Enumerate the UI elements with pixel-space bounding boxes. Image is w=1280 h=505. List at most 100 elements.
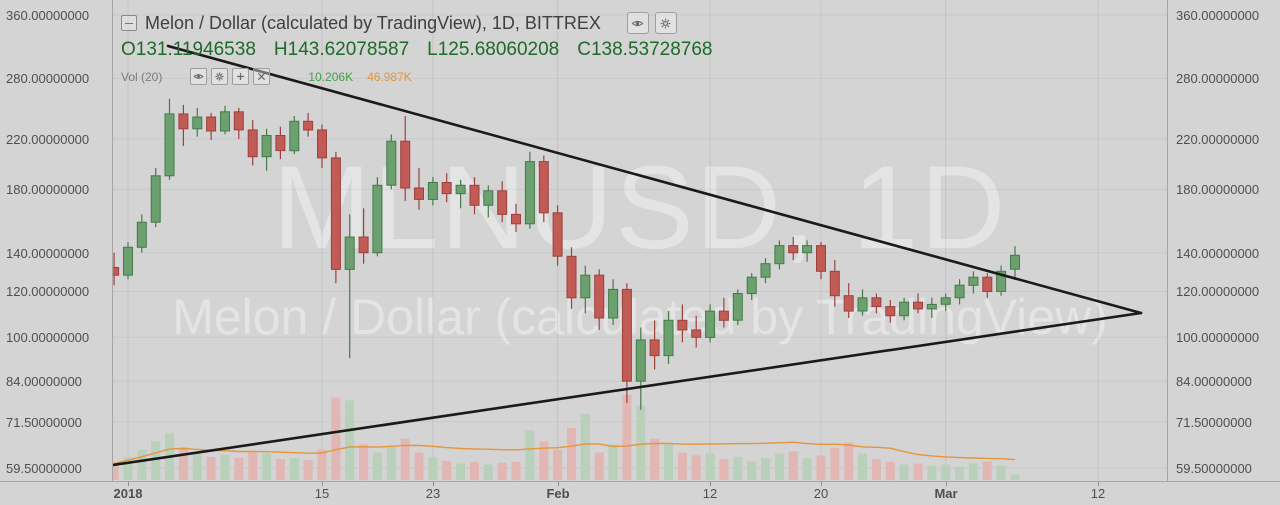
volume-bar [968, 463, 978, 480]
gear-icon [661, 18, 671, 28]
volume-bar [580, 414, 590, 480]
volume-bar [747, 460, 757, 481]
candle-body [760, 263, 771, 278]
volume-close-icon[interactable] [253, 68, 271, 85]
volume-bar [206, 456, 216, 480]
volume-bar [830, 448, 840, 480]
candle-body [843, 295, 854, 312]
volume-current-value: 10.206K [308, 69, 354, 84]
candle-body [899, 301, 910, 317]
volume-bar [289, 458, 299, 480]
price-axis-label: 140.00000000 [6, 246, 90, 261]
ohlc-readout: O131.11946538 H143.62078587 L125.6806020… [121, 39, 712, 61]
price-axis-label: 280.00000000 [1176, 71, 1260, 86]
price-axis-label: 360.00000000 [1176, 8, 1260, 23]
candle-body [247, 129, 258, 158]
candle-body [178, 113, 189, 130]
volume-bar [608, 444, 618, 481]
eye-icon [631, 20, 644, 26]
candle-body [261, 135, 272, 158]
candle-body [705, 310, 716, 338]
ohlc-high-value: 143.62078587 [287, 39, 410, 60]
ohlc-open-value: 131.11946538 [135, 39, 256, 60]
volume-bar [113, 463, 119, 480]
volume-settings-icon[interactable] [211, 68, 229, 85]
candle-body [303, 120, 314, 131]
candle-body [538, 161, 549, 214]
price-axis-label: 180.00000000 [6, 182, 90, 197]
volume-bar [636, 405, 646, 481]
volume-bar [553, 449, 563, 481]
candle-body [954, 284, 965, 299]
price-axis-right[interactable]: 360.00000000 280.00000000 220.00000000 180.… [1167, 0, 1280, 481]
volume-bar [483, 464, 493, 480]
price-axis-label: 100.00000000 [1176, 330, 1260, 345]
price-axis-label: 120.00000000 [6, 284, 90, 299]
volume-eye-icon[interactable] [190, 68, 208, 85]
volume-add-icon[interactable] [232, 68, 250, 85]
volume-bar [705, 453, 715, 480]
time-axis-label: 12 [1090, 486, 1106, 501]
candle-body [511, 213, 521, 225]
candle-body [566, 255, 577, 299]
candle-body [580, 274, 591, 299]
trendline-triangle-upper[interactable] [166, 44, 1143, 315]
series-settings-icon[interactable] [654, 12, 677, 34]
candle-body [455, 184, 466, 195]
series-eye-icon[interactable] [626, 12, 649, 34]
volume-bar [178, 447, 188, 480]
volume-bar [442, 460, 452, 481]
chart-canvas[interactable] [113, 0, 1167, 481]
candle-body [940, 297, 951, 305]
price-axis-left[interactable]: 360.00000000 280.00000000 220.00000000 180.… [0, 0, 113, 481]
volume-bar [761, 458, 770, 480]
volume-bar [982, 461, 992, 480]
volume-bar [802, 458, 812, 480]
candle-body [788, 245, 799, 254]
volume-bar [955, 466, 965, 480]
volume-bar [275, 459, 285, 480]
candle-body [386, 140, 397, 186]
time-axis[interactable]: 2018 15 23 Feb 12 20 Mar 12 [0, 481, 1280, 505]
candle-body [857, 297, 868, 312]
price-axis-label: 84.00000000 [6, 374, 82, 389]
ohlc-low-label: L [427, 39, 438, 60]
candle-body [113, 267, 120, 276]
price-axis-label: 220.00000000 [1176, 132, 1260, 147]
candle-body [233, 111, 244, 131]
candle-body [677, 319, 688, 331]
legend: Melon / Dollar (calculated by TradingVie… [121, 12, 712, 85]
volume-bar [1010, 474, 1020, 480]
volume-bar [386, 447, 396, 480]
ohlc-close-label: C [577, 39, 591, 60]
volume-bar [220, 454, 230, 480]
candle-body [982, 276, 993, 293]
candle-body [524, 161, 535, 225]
volume-bar [511, 461, 521, 481]
price-axis-label: 360.00000000 [6, 8, 90, 23]
price-axis-label: 100.00000000 [6, 330, 90, 345]
volume-ma-value: 46.987K [367, 69, 412, 84]
time-axis-tick [128, 482, 129, 486]
volume-bar [123, 456, 133, 480]
candle-body [802, 245, 813, 254]
candle-body [816, 245, 826, 272]
candle-body [206, 116, 217, 132]
candle-body [414, 187, 424, 200]
volume-bar [913, 463, 923, 480]
legend-collapse-icon[interactable] [121, 15, 137, 31]
time-axis-tick [322, 482, 323, 486]
price-axis-label: 280.00000000 [6, 71, 90, 86]
legend-main-row: Melon / Dollar (calculated by TradingVie… [121, 12, 712, 34]
candle-body [400, 140, 411, 189]
trendline-triangle-lower[interactable] [113, 311, 1143, 467]
volume-bar [885, 461, 895, 481]
volume-bar [899, 464, 909, 480]
volume-bar [664, 444, 673, 481]
volume-bar [622, 394, 632, 481]
price-axis-label: 59.50000000 [1176, 461, 1252, 476]
gear-icon [215, 72, 224, 81]
candle-body [150, 175, 161, 223]
volume-bar [858, 453, 867, 480]
volume-bar [137, 449, 147, 481]
